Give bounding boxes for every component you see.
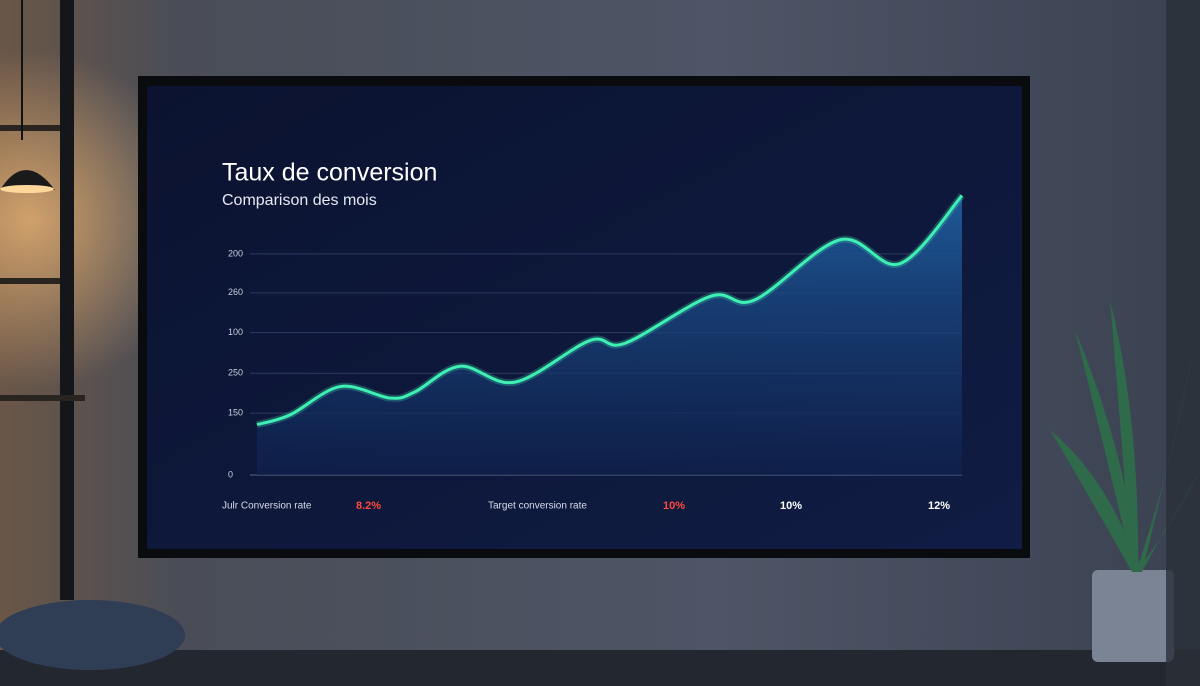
plant <box>1050 300 1200 572</box>
shelf <box>0 125 60 131</box>
y-tick-label: 0 <box>228 469 233 479</box>
stat-value: 12% <box>928 500 950 512</box>
stat-value: 10% <box>663 500 685 512</box>
y-tick-label: 200 <box>228 248 243 258</box>
line <box>256 194 964 427</box>
chart-title: Taux de conversion <box>222 159 437 187</box>
chart-subtitle: Comparison des mois <box>222 192 377 209</box>
shelf <box>0 395 85 401</box>
floor <box>0 650 1200 686</box>
y-tick-label: 260 <box>228 287 243 297</box>
stat-label: Julr Conversion rate <box>222 501 312 512</box>
y-tick-label: 250 <box>228 368 243 378</box>
plant-pot <box>1092 570 1174 662</box>
cushion <box>0 600 185 670</box>
y-tick-label: 100 <box>228 327 243 337</box>
lamp <box>0 170 55 190</box>
stat-value: 10% <box>780 500 802 512</box>
area <box>257 195 962 475</box>
window-frame <box>1166 0 1200 686</box>
stat-label: Target conversion rate <box>488 501 587 512</box>
shelf-post <box>60 0 74 600</box>
stat-value: 8.2% <box>356 500 381 512</box>
lamp-light <box>0 185 54 193</box>
shelf <box>0 278 60 284</box>
y-tick-label: 150 <box>228 407 243 417</box>
